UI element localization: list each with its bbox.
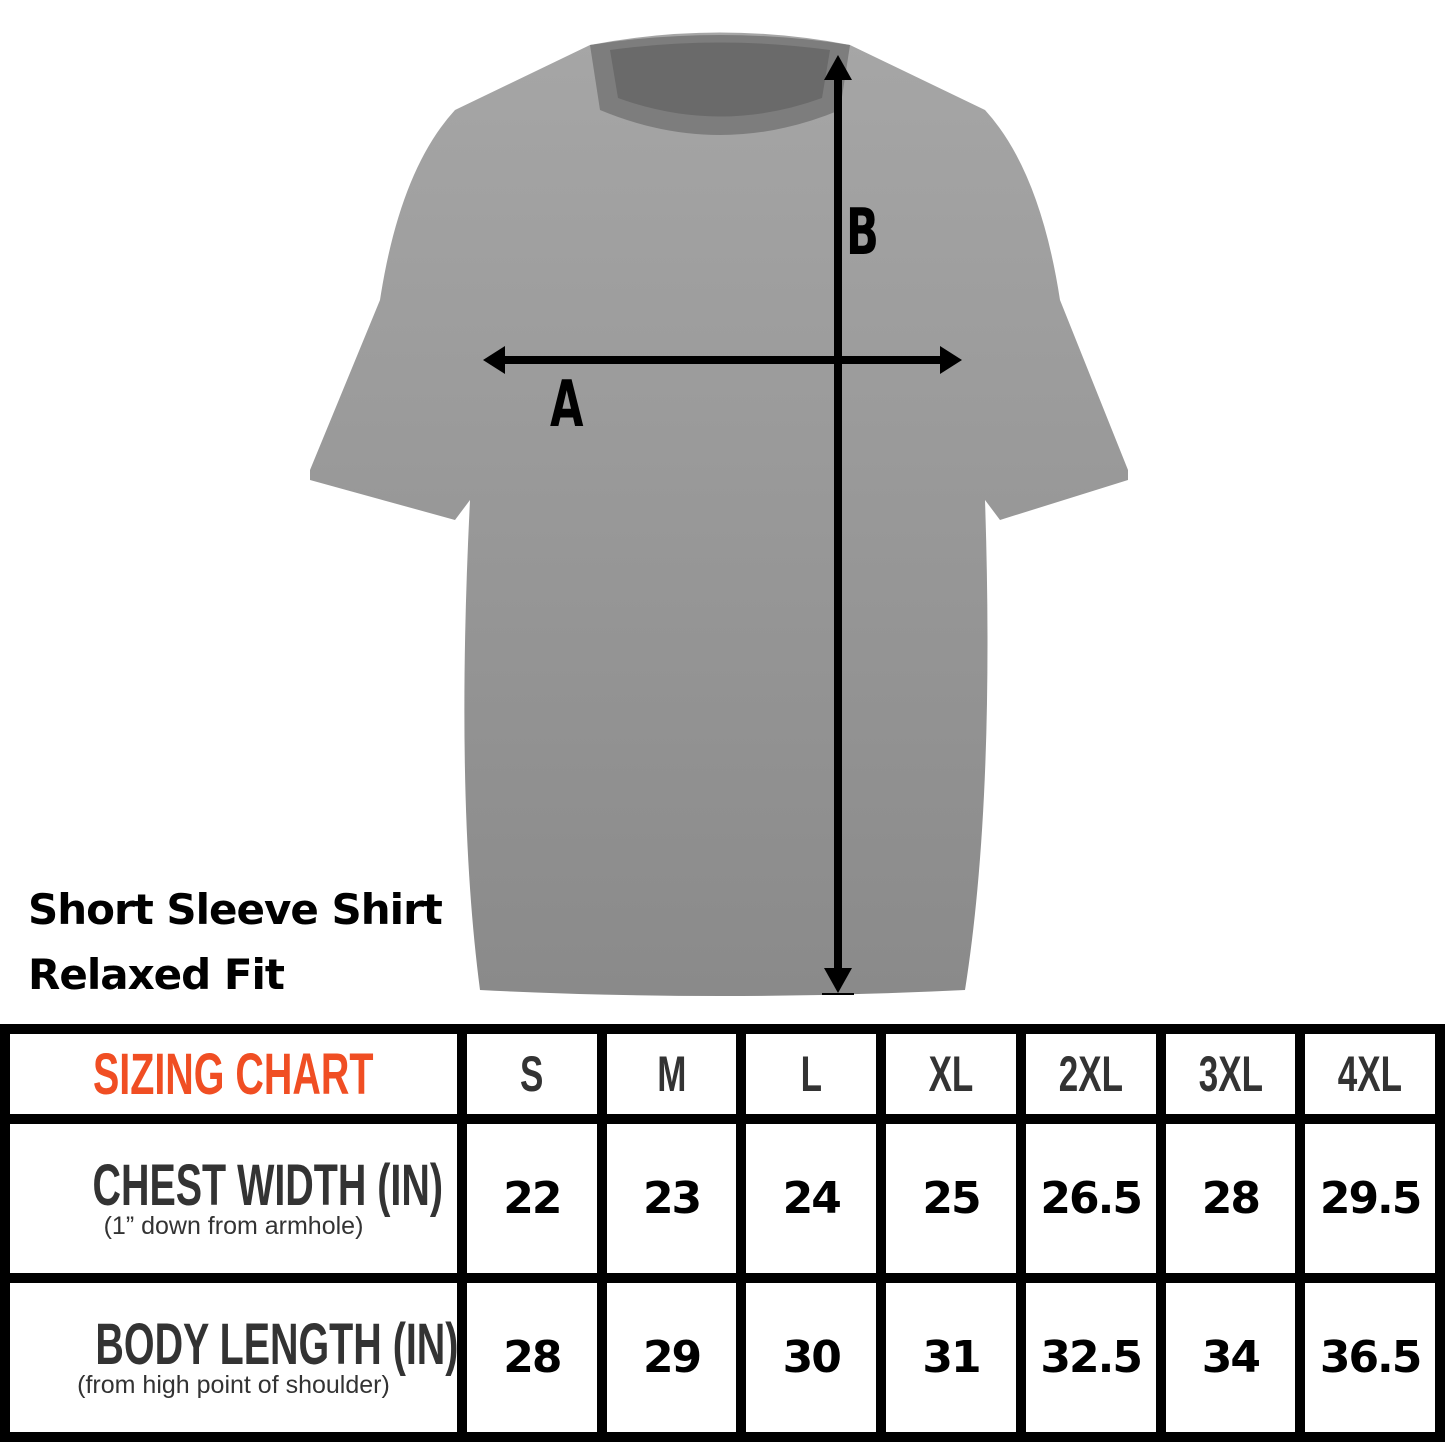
value-cell: 28 [457,1273,607,1442]
size-header: 2XL [1015,1024,1166,1124]
value-cell: 25 [876,1114,1026,1283]
chest-width-arrow [483,346,962,374]
value-cell: 29.5 [1295,1114,1445,1283]
value-cell: 29 [596,1273,747,1442]
shirt-body [310,32,1128,996]
value-cell: 34 [1155,1273,1306,1442]
row-label: BODY LENGTH (IN) [95,1312,459,1377]
value-cell: 28 [1155,1114,1306,1283]
size-header: 4XL [1295,1024,1445,1124]
body-length-arrow [822,55,854,995]
product-fit: Relaxed Fit [28,950,285,999]
value-cell: 32.5 [1015,1273,1166,1442]
table-row: CHEST WIDTH (IN) (1” down from armhole) 2… [0,1114,1445,1283]
size-header: XL [876,1024,1026,1124]
label-b: B [846,196,879,270]
sizing-chart-heading: SIZING CHART [93,1041,374,1107]
value-cell: 22 [457,1114,607,1283]
size-header: L [736,1024,887,1124]
size-header: S [457,1024,607,1124]
product-title: Short Sleeve Shirt [28,885,443,934]
row-label-cell: CHEST WIDTH (IN) (1” down from armhole) [0,1114,467,1283]
size-header: 3XL [1155,1024,1306,1124]
row-label-cell: BODY LENGTH (IN) (from high point of shou… [0,1273,467,1442]
table-row: BODY LENGTH (IN) (from high point of shou… [0,1273,1445,1442]
shirt-illustration [310,32,1128,996]
heading-cell: SIZING CHART [0,1024,467,1124]
value-cell: 31 [876,1273,1026,1442]
row-sublabel: (from high point of shoulder) [77,1371,390,1399]
value-cell: 26.5 [1015,1114,1166,1283]
value-cell: 24 [736,1114,887,1283]
size-header: M [596,1024,747,1124]
value-cell: 23 [596,1114,747,1283]
row-label: CHEST WIDTH (IN) [92,1153,444,1218]
sizing-table: SIZING CHART S M L XL 2XL 3XL 4XL CHEST … [0,1024,1445,1442]
value-cell: 30 [736,1273,887,1442]
header-row: SIZING CHART S M L XL 2XL 3XL 4XL [0,1024,1445,1124]
label-a: A [550,368,584,442]
row-sublabel: (1” down from armhole) [103,1212,364,1240]
value-cell: 36.5 [1295,1273,1445,1442]
